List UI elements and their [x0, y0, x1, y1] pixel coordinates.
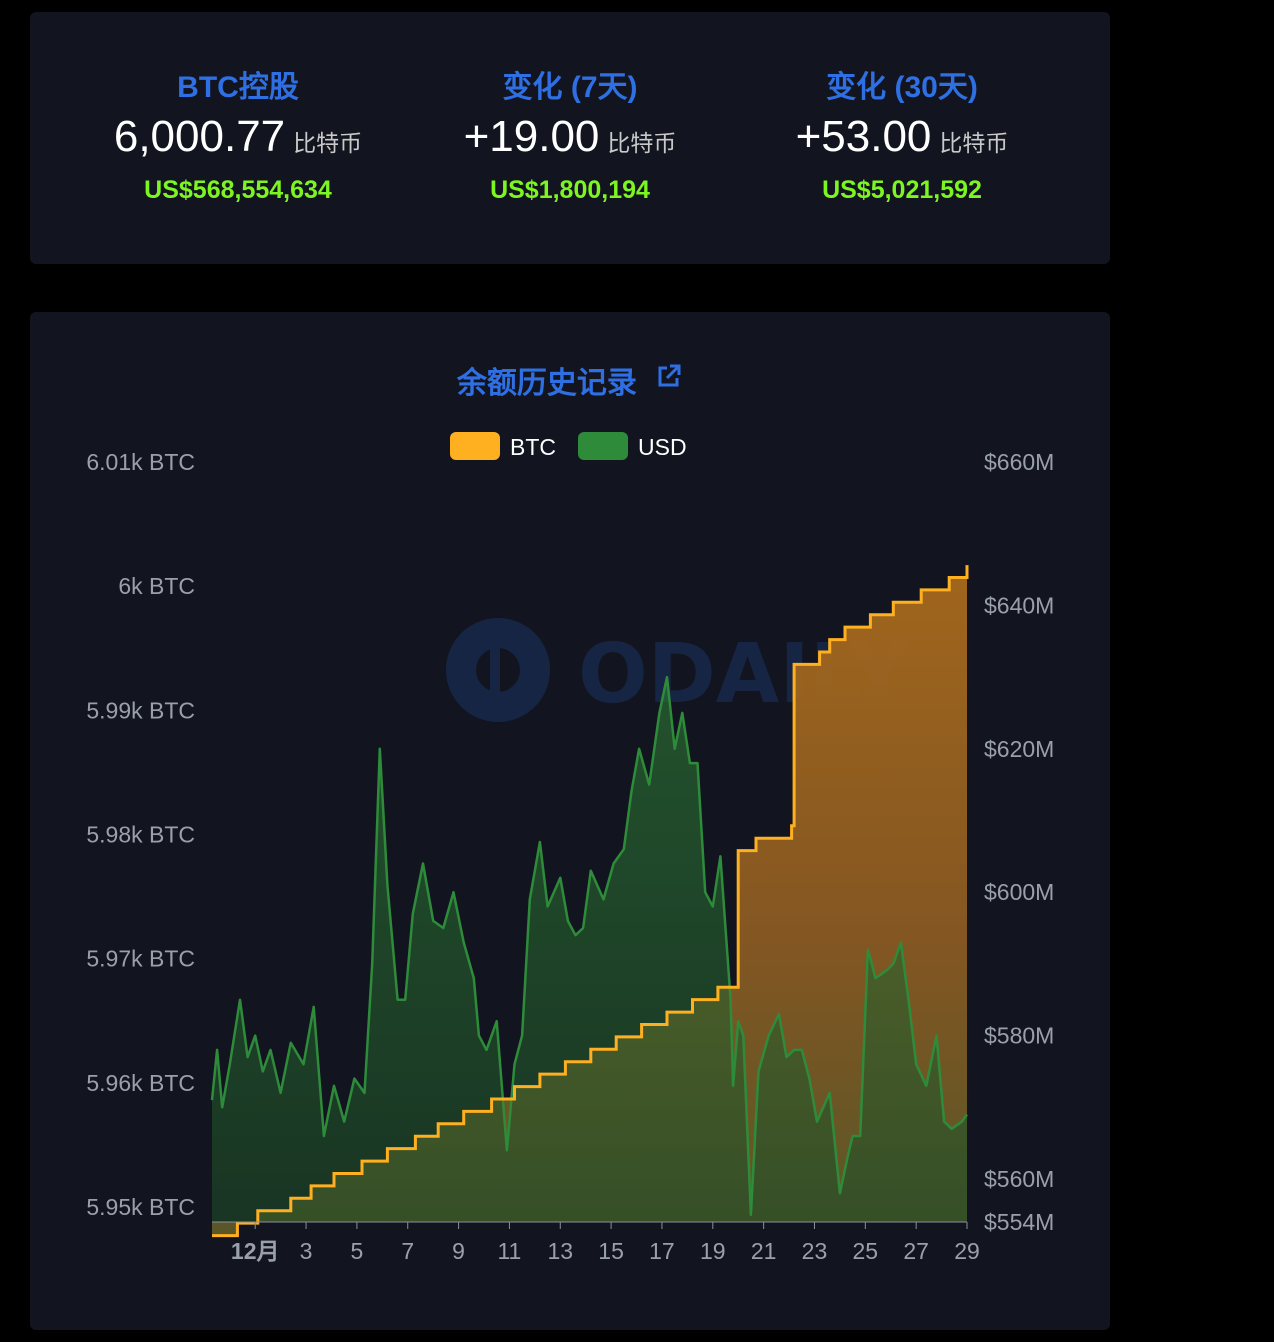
y-right-tick-label: $580M: [984, 1023, 1054, 1049]
x-tick-label: 29: [954, 1238, 980, 1264]
external-link-icon: [655, 362, 683, 398]
watermark-circle-icon: [446, 618, 550, 722]
x-tick-label: 12月: [231, 1238, 280, 1264]
y-right-tick-label: $660M: [984, 449, 1054, 475]
y-left-tick-label: 5.99k BTC: [86, 697, 195, 723]
y-left-tick-label: 5.98k BTC: [86, 822, 195, 848]
stat-unit: 比特币: [293, 130, 363, 156]
x-tick-label: 3: [300, 1238, 313, 1264]
legend-label: USD: [638, 434, 687, 460]
x-tick-label: 13: [547, 1238, 573, 1264]
legend-swatch: [450, 432, 500, 460]
stat-unit: 比特币: [607, 130, 677, 156]
x-tick-label: 27: [903, 1238, 929, 1264]
y-right-tick-label: $600M: [984, 879, 1054, 905]
y-left-tick-label: 5.95k BTC: [86, 1194, 195, 1220]
usd-area: [212, 677, 967, 1222]
x-tick-label: 7: [401, 1238, 414, 1264]
legend-label: BTC: [510, 434, 556, 460]
y-right-tick-label: $640M: [984, 592, 1054, 618]
stat-usd-value: US$1,800,194: [490, 176, 650, 204]
legend-swatch: [578, 432, 628, 460]
y-left-tick-label: 5.97k BTC: [86, 946, 195, 972]
stat-label: BTC控股: [177, 71, 299, 104]
stat-label: 变化 (7天): [502, 71, 638, 104]
stat-value: +53.00: [795, 112, 932, 161]
x-tick-label: 11: [497, 1238, 521, 1264]
x-tick-label: 5: [351, 1238, 364, 1264]
y-right-tick-label: $554M: [984, 1209, 1054, 1235]
x-tick-label: 9: [452, 1238, 465, 1264]
stat-usd-value: US$5,021,592: [822, 176, 982, 204]
y-right-tick-label: $620M: [984, 736, 1054, 762]
x-tick-label: 21: [751, 1238, 777, 1264]
stat-value: +19.00: [463, 112, 600, 161]
stat-unit: 比特币: [939, 130, 1009, 156]
y-right-tick-label: $560M: [984, 1166, 1054, 1192]
y-left-tick-label: 5.96k BTC: [86, 1070, 195, 1096]
stat-usd-value: US$568,554,634: [144, 176, 332, 204]
x-tick-label: 19: [700, 1238, 726, 1264]
stat-value: 6,000.77: [113, 112, 286, 161]
y-left-tick-label: 6.01k BTC: [86, 449, 195, 475]
legend-item-usd[interactable]: USD: [578, 432, 687, 460]
x-tick-label: 15: [598, 1238, 624, 1264]
x-tick-label: 23: [802, 1238, 828, 1264]
chart-title: 余额历史记录: [456, 367, 637, 400]
x-tick-label: 25: [853, 1238, 879, 1264]
chart-title-link[interactable]: 余额历史记录: [30, 358, 1110, 402]
holdings-summary-card: BTC控股 6,000.77 比特币 US$568,554,634 变化 (7天)…: [30, 12, 1110, 264]
legend-item-btc[interactable]: BTC: [450, 432, 556, 460]
btc-series-line: [212, 565, 969, 1238]
y-left-tick-label: 6k BTC: [118, 573, 195, 599]
x-tick-label: 17: [649, 1238, 675, 1264]
balance-history-card: 余额历史记录 ODAILY 12月 3 5 7 9 11 13 15 17 19 21 23 25 27 29…: [30, 312, 1110, 1330]
usd-series-line: [210, 675, 969, 1217]
stat-label: 变化 (30天): [826, 71, 978, 104]
